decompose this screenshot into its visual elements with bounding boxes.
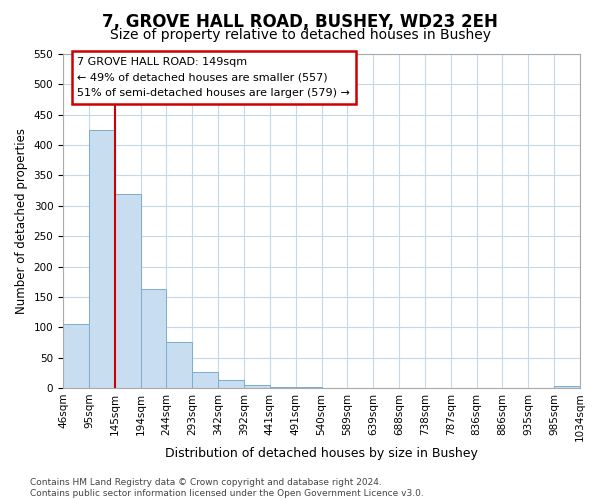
Bar [270,386,296,388]
Bar [115,194,140,388]
Bar [244,385,270,388]
Bar [89,130,115,388]
Y-axis label: Number of detached properties: Number of detached properties [15,128,28,314]
Text: 7 GROVE HALL ROAD: 149sqm
← 49% of detached houses are smaller (557)
51% of semi: 7 GROVE HALL ROAD: 149sqm ← 49% of detac… [77,57,350,98]
Bar [63,324,89,388]
Bar [140,289,166,388]
Bar [192,372,218,388]
Text: 7, GROVE HALL ROAD, BUSHEY, WD23 2EH: 7, GROVE HALL ROAD, BUSHEY, WD23 2EH [102,12,498,30]
X-axis label: Distribution of detached houses by size in Bushey: Distribution of detached houses by size … [165,447,478,460]
Bar [218,380,244,388]
Bar [166,342,192,388]
Text: Contains HM Land Registry data © Crown copyright and database right 2024.
Contai: Contains HM Land Registry data © Crown c… [30,478,424,498]
Bar [554,386,580,388]
Text: Size of property relative to detached houses in Bushey: Size of property relative to detached ho… [110,28,491,42]
